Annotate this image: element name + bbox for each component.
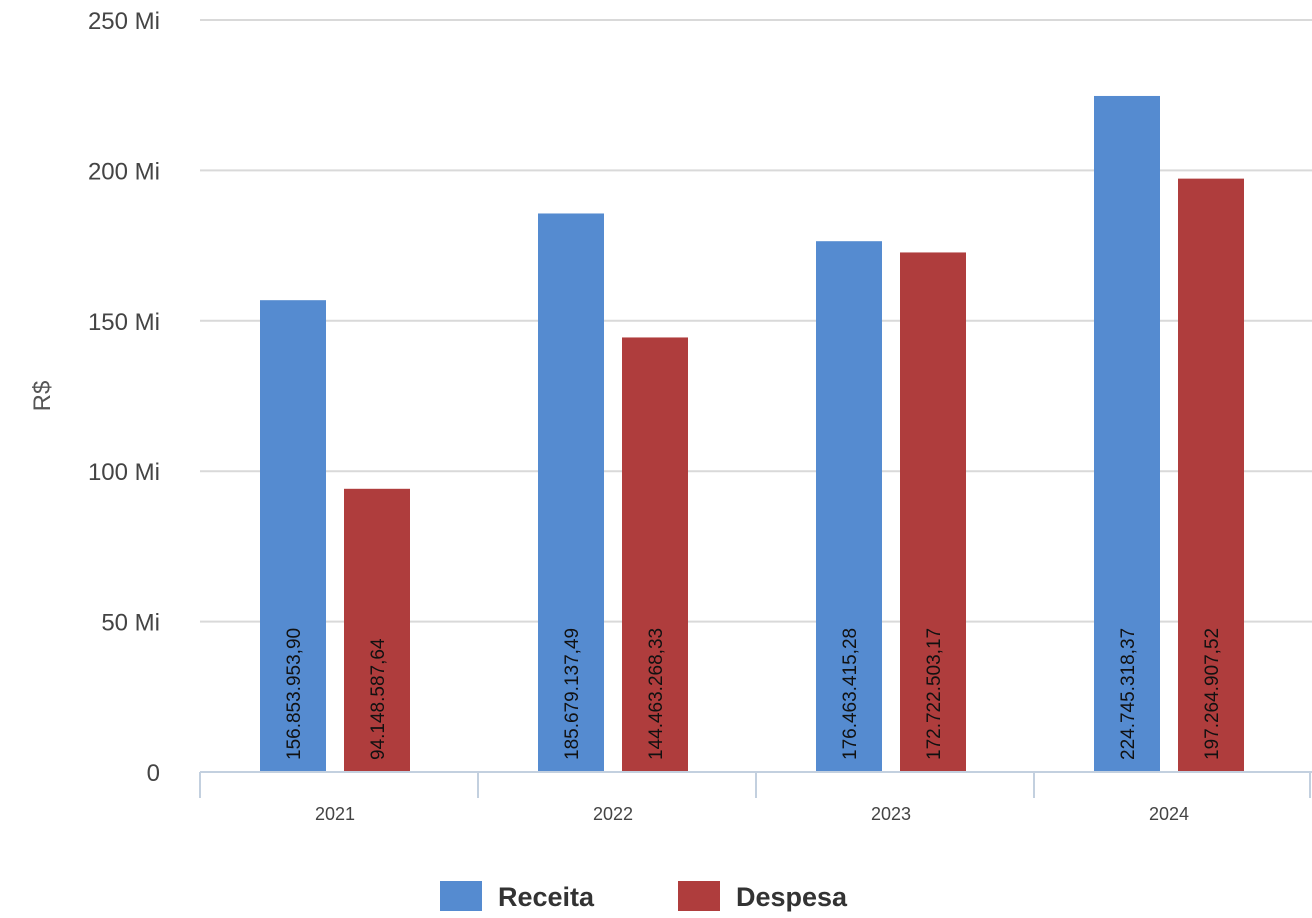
data-label: 94.148.587,64 bbox=[368, 638, 389, 760]
data-label: 172.722.503,17 bbox=[924, 628, 945, 760]
legend-swatch bbox=[678, 881, 720, 911]
x-tick-label: 2024 bbox=[1149, 804, 1189, 824]
y-tick-label: 0 bbox=[147, 760, 160, 787]
x-axis-ticks: 2021 2022 2023 2024 bbox=[315, 804, 1189, 824]
legend-swatch bbox=[440, 881, 482, 911]
y-axis-ticks: 0 50 Mi 100 Mi 150 Mi 200 Mi 250 Mi bbox=[88, 8, 160, 787]
bar-receita-2021 bbox=[260, 300, 326, 772]
y-tick-label: 200 Mi bbox=[88, 158, 160, 185]
y-tick-label: 50 Mi bbox=[101, 610, 160, 637]
x-axis bbox=[199, 771, 1312, 798]
bar-receita-2024 bbox=[1094, 95, 1160, 773]
bar-receita-2023 bbox=[816, 241, 882, 772]
data-label: 176.463.415,28 bbox=[840, 628, 861, 760]
bar-despesa-2021 bbox=[344, 488, 410, 772]
legend-item-despesa[interactable]: Despesa bbox=[678, 881, 848, 912]
x-tick-label: 2023 bbox=[871, 804, 911, 824]
x-tick-label: 2021 bbox=[315, 804, 355, 824]
bar-despesa-2024 bbox=[1178, 178, 1244, 773]
legend: Receita Despesa bbox=[440, 881, 848, 912]
legend-label: Despesa bbox=[736, 882, 848, 912]
x-tick-label: 2022 bbox=[593, 804, 633, 824]
y-tick-label: 100 Mi bbox=[88, 459, 160, 486]
legend-label: Receita bbox=[498, 882, 595, 912]
bars: 156.853.953,90 94.148.587,64 185.679.137,4… bbox=[260, 95, 1244, 773]
data-label: 144.463.268,33 bbox=[646, 628, 667, 760]
bar-despesa-2022 bbox=[622, 337, 688, 772]
y-axis-title: R$ bbox=[29, 381, 56, 412]
data-label: 156.853.953,90 bbox=[284, 628, 305, 760]
bar-receita-2022 bbox=[538, 213, 604, 772]
data-label: 197.264.907,52 bbox=[1202, 628, 1223, 760]
data-label: 185.679.137,49 bbox=[562, 628, 583, 760]
bar-despesa-2023 bbox=[900, 252, 966, 773]
y-tick-label: 250 Mi bbox=[88, 8, 160, 35]
data-label: 224.745.318,37 bbox=[1118, 628, 1139, 760]
legend-item-receita[interactable]: Receita bbox=[440, 881, 595, 912]
y-tick-label: 150 Mi bbox=[88, 309, 160, 336]
